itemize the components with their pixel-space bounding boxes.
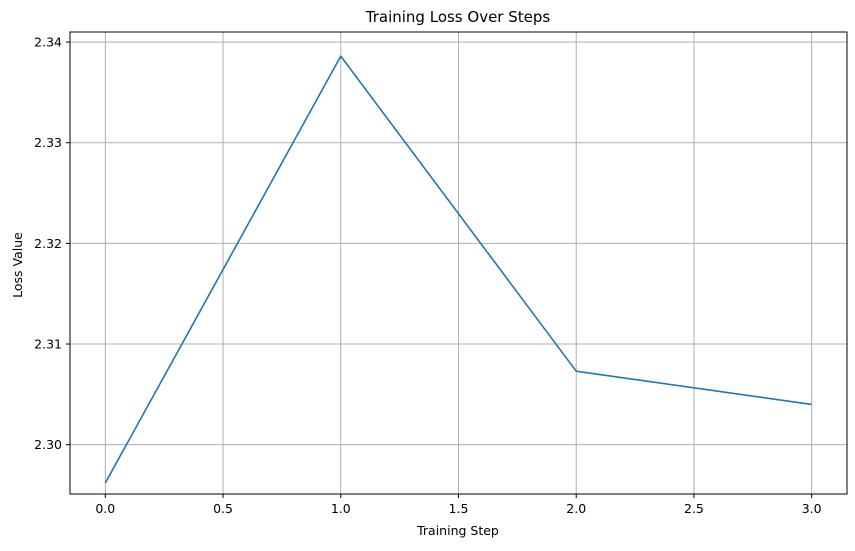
chart-title: Training Loss Over Steps — [365, 8, 551, 26]
x-tick-label: 3.0 — [802, 501, 822, 516]
x-tick-label: 2.5 — [684, 501, 704, 516]
x-axis-label: Training Step — [416, 523, 499, 538]
series-line — [104, 55, 812, 484]
y-tick-label: 2.33 — [34, 135, 62, 150]
x-tick-label: 2.0 — [566, 501, 586, 516]
y-tick-label: 2.30 — [34, 437, 62, 452]
grid-lines — [70, 32, 847, 494]
ticks: 0.0 0.5 1.0 1.5 2.0 2.5 3.0 2.30 2.31 2.32 2.33 2.3… — [34, 35, 822, 516]
x-tick-label: 1.5 — [449, 501, 469, 516]
y-axis-label: Loss Value — [10, 232, 25, 298]
x-tick-label: 1.0 — [331, 501, 351, 516]
y-tick-label: 2.31 — [34, 337, 62, 352]
x-tick-label: 0.5 — [213, 501, 233, 516]
series-layer — [104, 55, 812, 484]
y-tick-label: 2.34 — [34, 35, 62, 50]
y-tick-label: 2.32 — [34, 236, 62, 251]
x-tick-label: 0.0 — [95, 501, 115, 516]
